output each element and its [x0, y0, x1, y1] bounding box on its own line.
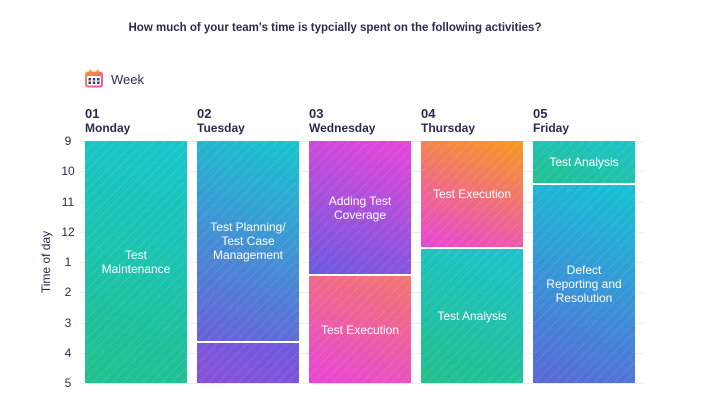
y-tick-label: 10 [61, 164, 75, 179]
day-name: Thursday [421, 121, 476, 135]
day-header-tuesday: 02 Tuesday [197, 106, 307, 136]
day-number: 01 [85, 106, 100, 121]
activity-label: Test Analysis [437, 308, 507, 323]
day-number: 05 [533, 106, 548, 121]
day-name: Wednesday [309, 121, 376, 135]
activity-block: Test Execution [309, 276, 411, 383]
day-header-monday: 01 Monday [85, 106, 195, 136]
activity-label: Test Analysis [549, 155, 619, 170]
activity-block: Defect Reporting and Resolution [533, 185, 635, 383]
activity-block: Test Analysis [533, 141, 635, 184]
day-name: Monday [85, 121, 131, 135]
y-tick-label: 12 [61, 224, 75, 239]
activity-block: Test Analysis [421, 248, 523, 383]
day-name: Friday [533, 121, 570, 135]
y-tick-label: 2 [64, 285, 72, 300]
activity-label: Test Maintenance [101, 248, 171, 276]
y-tick-label: 9 [64, 134, 72, 148]
day-number: 03 [309, 106, 324, 121]
week-legend: Week [84, 68, 144, 90]
activity-block: Test Planning/ Test Case Management [197, 141, 299, 341]
y-tick-label: 4 [64, 345, 72, 360]
day-header-thursday: 04 Thursday [421, 106, 531, 136]
activity-block [197, 342, 299, 383]
activity-label: Test Execution [320, 322, 400, 337]
day-header-wednesday: 03 Wednesday [309, 106, 419, 136]
gridline [80, 383, 645, 384]
week-label: Week [111, 71, 144, 87]
activity-label: Defect Reporting and Resolution [546, 263, 622, 306]
calendar-icon [85, 69, 103, 88]
y-tick-label: 1 [64, 255, 72, 269]
activity-label: Adding Test Coverage [328, 193, 392, 222]
chart-title: How much of your team's time is typciall… [128, 22, 542, 34]
activity-block: Test Execution [421, 141, 523, 247]
y-tick-label: 5 [64, 376, 72, 390]
y-axis-label: Time of day [39, 230, 53, 294]
day-number: 02 [197, 106, 212, 121]
day-name: Tuesday [197, 121, 245, 135]
activity-block: Adding Test Coverage [309, 141, 411, 275]
day-number: 04 [421, 106, 436, 121]
day-header-friday: 05 Friday [533, 106, 643, 136]
activity-block: Test Maintenance [85, 141, 187, 383]
activity-label: Test Execution [432, 186, 512, 201]
y-tick-label: 3 [64, 315, 72, 330]
activity-label: Test Planning/ Test Case Management [210, 219, 286, 262]
y-tick-label: 11 [61, 194, 75, 209]
